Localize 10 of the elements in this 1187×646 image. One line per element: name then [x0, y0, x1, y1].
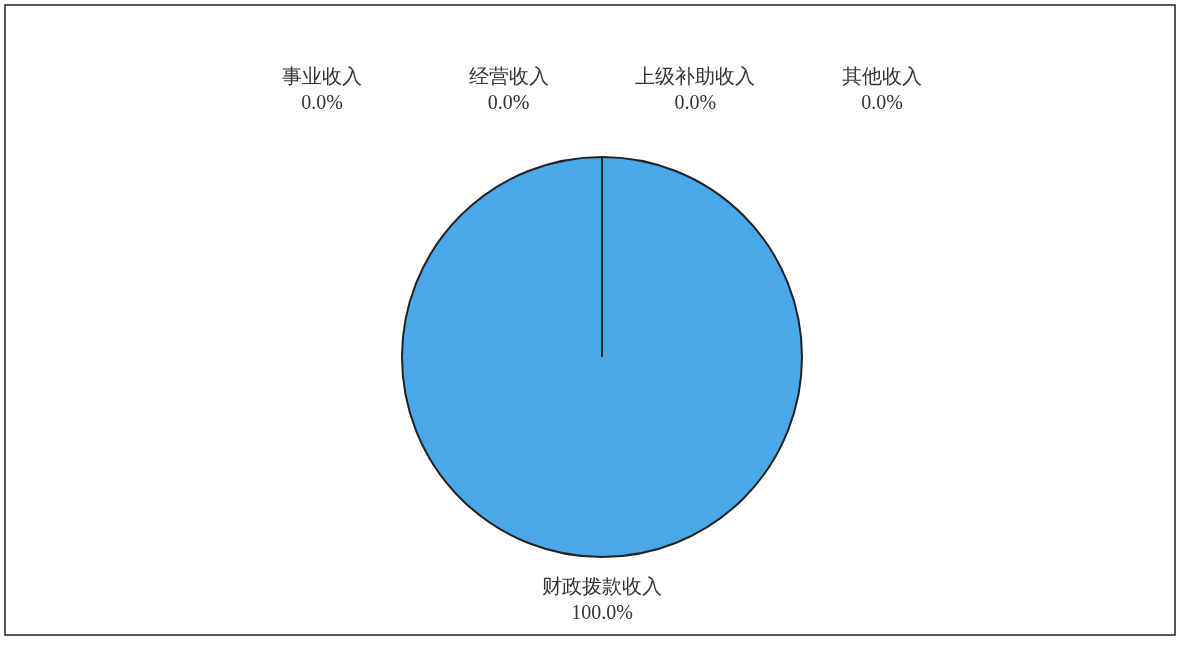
text: 0.0%	[301, 91, 343, 113]
category-label: 其他收入	[842, 65, 922, 87]
text: 0.0%	[487, 91, 530, 113]
text: 0.0%	[674, 91, 717, 113]
category-label: 经营收入	[468, 65, 549, 87]
slice-label: 财政拨款收入	[542, 575, 662, 597]
category-label: 上级补助收入	[635, 65, 756, 87]
data-label: 100.0%	[571, 601, 633, 623]
category-label: 事业收入	[282, 65, 362, 87]
text: 0.0%	[861, 91, 903, 113]
